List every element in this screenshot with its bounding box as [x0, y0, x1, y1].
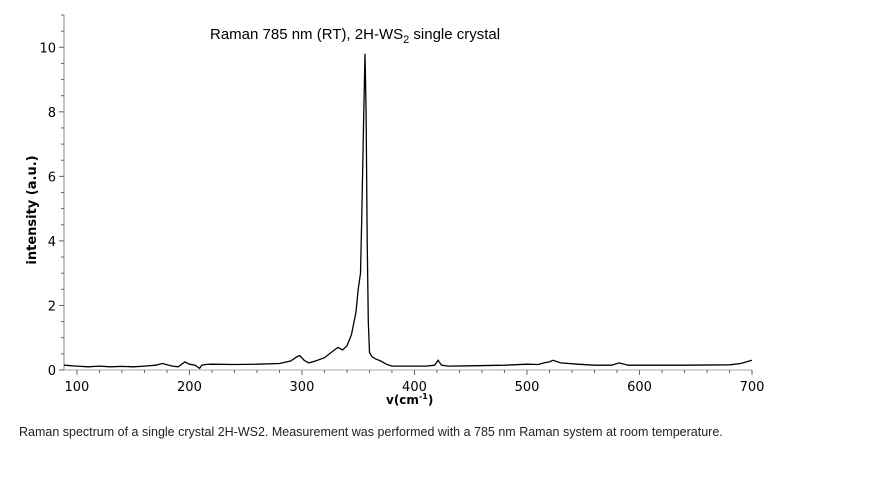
- y-tick-label: 2: [48, 299, 56, 314]
- y-tick-label: 10: [39, 41, 56, 56]
- x-tick-label: 700: [740, 380, 765, 395]
- y-tick-label: 0: [48, 364, 56, 379]
- y-tick-label: 4: [48, 235, 56, 250]
- spectrum-line: [63, 53, 753, 370]
- x-tick-label: 300: [290, 380, 315, 395]
- x-tick-label: 400: [402, 380, 427, 395]
- raman-chart: Raman 785 nm (RT), 2H-WS2 single crystal…: [25, 14, 765, 407]
- x-tick-label: 200: [177, 380, 202, 395]
- x-tick-label: 100: [65, 380, 90, 395]
- x-tick-label: 500: [515, 380, 540, 395]
- x-axis-label: v(cm-1): [386, 392, 433, 407]
- y-tick-label: 6: [48, 170, 56, 185]
- y-tick-label: 8: [48, 106, 56, 121]
- figure-caption: Raman spectrum of a single crystal 2H-WS…: [19, 425, 723, 439]
- y-axis-label: intensity (a.u.): [25, 155, 40, 264]
- chart-title: Raman 785 nm (RT), 2H-WS2 single crystal: [210, 26, 500, 46]
- x-tick-label: 600: [627, 380, 652, 395]
